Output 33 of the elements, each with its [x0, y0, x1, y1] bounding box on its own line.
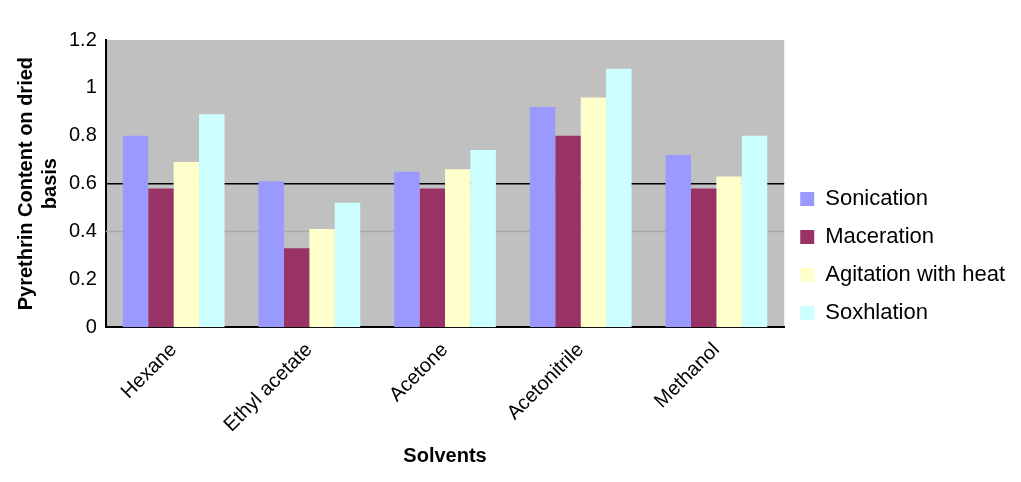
bar — [580, 97, 607, 328]
bar — [419, 188, 446, 328]
bar — [716, 176, 742, 328]
bar — [199, 114, 225, 328]
y-tick-label: 0 — [85, 314, 97, 337]
bar — [470, 150, 496, 328]
bar — [606, 68, 632, 328]
bar — [148, 188, 174, 328]
bar — [665, 154, 691, 328]
bar — [334, 202, 361, 328]
bar — [741, 135, 768, 328]
y-tick-label: 0.4 — [68, 219, 97, 242]
legend-label: Agitation with heat — [825, 261, 1005, 287]
y-tick-label: 0.6 — [68, 171, 97, 194]
y-tick-label: 0.2 — [68, 266, 97, 289]
bar — [394, 171, 420, 328]
bar — [122, 135, 149, 328]
bar — [258, 181, 284, 328]
bar — [690, 188, 717, 328]
y-axis-title: Pyrethrin Content on dried basis — [13, 56, 60, 311]
y-tick-label: 0.8 — [68, 123, 97, 146]
legend-label: Sonication — [825, 185, 928, 211]
legend-label: Maceration — [825, 223, 935, 249]
bar — [309, 229, 335, 328]
bar — [173, 162, 200, 328]
legend-label: Soxhlation — [825, 299, 928, 325]
bar — [555, 135, 581, 328]
y-tick-label: 1.2 — [68, 27, 97, 50]
x-axis-title: Solvents — [403, 443, 487, 466]
bar — [283, 248, 310, 328]
y-tick-label: 1 — [85, 75, 97, 98]
bar — [445, 169, 471, 328]
bar — [529, 107, 556, 328]
